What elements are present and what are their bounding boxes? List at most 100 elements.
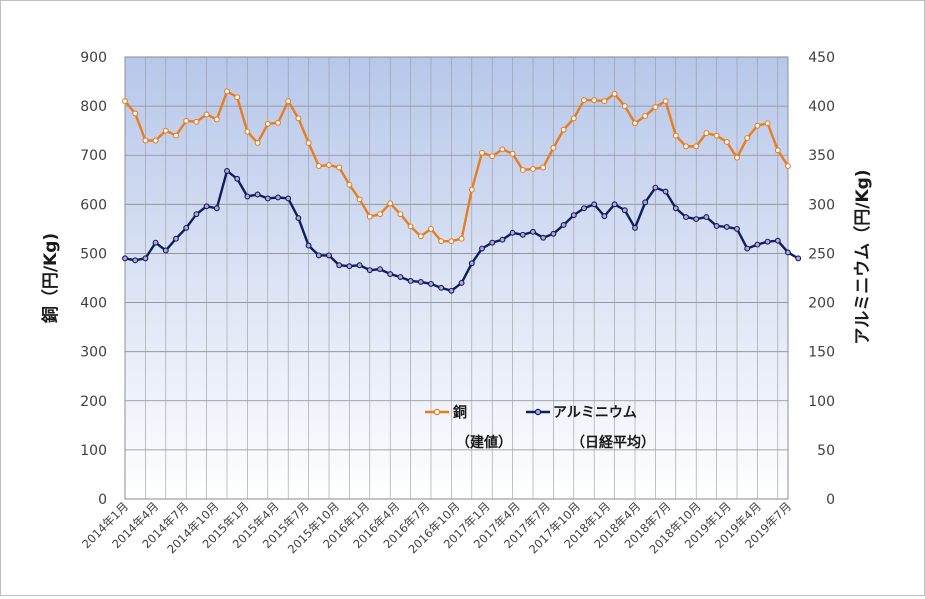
data-point [764, 120, 771, 127]
data-point [183, 117, 190, 124]
data-point [264, 120, 271, 127]
data-point [183, 224, 190, 231]
data-point [652, 104, 659, 111]
legend: 銅 （建値） アルミニウム （日経平均） [425, 404, 655, 451]
data-point [642, 112, 649, 119]
data-point [560, 222, 567, 228]
left-axis-title: 銅（円/Kg) [40, 233, 61, 323]
left-tick-label: 900 [80, 50, 107, 66]
data-point [693, 216, 700, 223]
data-point [152, 239, 159, 246]
right-tick-label: 50 [817, 443, 835, 459]
series-copper [122, 88, 791, 245]
data-point [642, 199, 649, 206]
data-point [693, 143, 700, 150]
data-point [550, 144, 557, 151]
data-point [244, 128, 251, 135]
right-tick-label: 0 [826, 492, 835, 508]
data-point [652, 184, 659, 191]
data-point [723, 139, 730, 145]
data-point [458, 235, 465, 242]
data-point [142, 137, 149, 144]
data-point [448, 287, 455, 294]
data-point [122, 255, 128, 262]
data-point [264, 195, 271, 202]
x-axis: 2014年1月2014年4月2014年7月2014年10月2015年1月2015… [79, 499, 794, 556]
data-point [387, 200, 394, 207]
data-point [734, 154, 740, 161]
data-point [509, 229, 516, 236]
data-point [448, 238, 455, 245]
data-point [173, 132, 179, 139]
left-tick-label: 500 [80, 246, 107, 262]
right-axis-title: アルミニウム（円/Kg) [852, 169, 873, 344]
data-point [683, 214, 689, 221]
plot-area [124, 56, 789, 500]
data-point [662, 98, 669, 105]
data-point [611, 201, 618, 208]
grid [124, 56, 789, 500]
data-point [305, 139, 312, 146]
data-point [621, 103, 628, 110]
data-point [193, 118, 200, 125]
data-point [713, 222, 720, 229]
data-point [366, 267, 373, 274]
data-point [315, 163, 322, 169]
data-point [132, 110, 139, 117]
data-point [560, 126, 567, 133]
data-point [764, 238, 771, 245]
data-point [683, 143, 689, 150]
right-axis: 0 50 100 150 200 250 300 350 400 450 [808, 50, 835, 508]
data-point [785, 163, 791, 169]
data-point [754, 241, 761, 248]
data-point [356, 262, 363, 269]
legend-copper-marker [433, 408, 441, 416]
data-point [540, 164, 547, 171]
data-point [458, 279, 465, 286]
data-point [621, 207, 628, 214]
data-point [438, 238, 445, 245]
data-point [428, 225, 434, 232]
data-point [162, 127, 169, 134]
data-point [774, 147, 781, 154]
right-tick-label: 450 [808, 50, 835, 66]
data-point [336, 164, 343, 171]
data-point [203, 203, 210, 210]
data-point [540, 234, 547, 241]
data-point [519, 167, 526, 173]
data-point [285, 98, 292, 105]
data-point [468, 186, 475, 193]
data-point [632, 224, 638, 231]
data-point [479, 149, 485, 156]
data-point [326, 252, 332, 259]
data-point [632, 120, 638, 127]
data-point [244, 193, 251, 200]
data-point [438, 284, 445, 291]
data-point [672, 205, 679, 212]
data-point [132, 257, 139, 264]
data-point [662, 188, 669, 195]
data-point [489, 239, 496, 246]
data-point [224, 88, 230, 95]
data-point [785, 249, 791, 256]
data-point [570, 212, 577, 219]
data-point [346, 263, 353, 270]
data-point [193, 211, 200, 218]
data-point [407, 278, 414, 284]
data-point [601, 213, 608, 220]
data-point [356, 196, 363, 203]
data-point [754, 122, 761, 129]
data-point [703, 214, 710, 221]
data-point [428, 280, 434, 287]
data-point [795, 255, 802, 262]
data-point [417, 233, 424, 240]
data-point [203, 111, 210, 118]
data-point [326, 162, 332, 168]
data-point [601, 98, 608, 105]
data-point [468, 260, 475, 267]
data-point [734, 225, 740, 232]
data-point [213, 116, 220, 123]
series-aluminium [122, 167, 802, 294]
